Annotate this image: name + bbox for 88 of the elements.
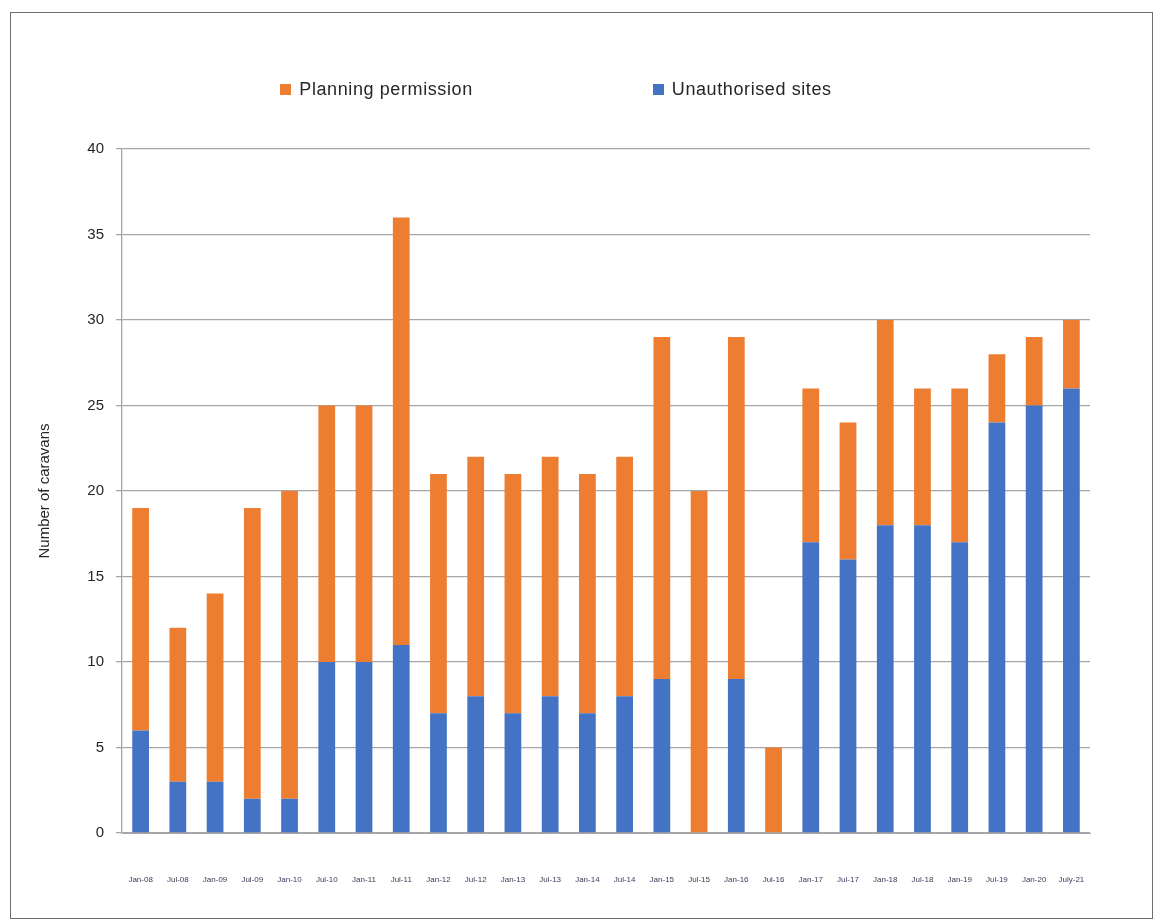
bar [206, 781, 224, 833]
bar [1063, 388, 1080, 833]
bar [318, 405, 336, 662]
bar [392, 644, 410, 833]
bar [281, 491, 298, 799]
bar [876, 320, 894, 526]
x-tick-label: Jan-11 [352, 875, 377, 884]
bar [541, 456, 559, 697]
x-tick-label: Jan-13 [500, 875, 526, 884]
bar [281, 798, 298, 833]
x-tick-label: Jan-14 [575, 875, 601, 884]
y-tick-label: 5 [95, 737, 104, 755]
bar [132, 730, 149, 833]
y-tick-label: 10 [87, 652, 104, 670]
bar [914, 525, 931, 833]
x-tick-label: Jul-10 [315, 875, 339, 884]
bar [1063, 320, 1080, 389]
x-tick-label: Jan-09 [202, 875, 228, 884]
bar [579, 713, 596, 833]
y-tick-label: 25 [87, 395, 104, 413]
bar [690, 491, 708, 833]
y-tick-label: 30 [87, 310, 104, 328]
x-tick-label: Jan-08 [128, 875, 154, 884]
bar [839, 559, 857, 833]
bar [616, 456, 633, 697]
bar [951, 388, 969, 543]
x-tick-label: Jan-16 [724, 875, 750, 884]
bar [392, 217, 410, 645]
x-tick-label: Jul-14 [613, 875, 637, 884]
bar [541, 696, 559, 833]
y-tick-label: 0 [95, 823, 104, 841]
bar [504, 473, 522, 714]
bar [169, 627, 187, 782]
bar [951, 542, 969, 833]
x-tick-label: Jul-13 [539, 875, 562, 884]
x-tick-label: Jul-17 [837, 875, 860, 884]
x-tick-label: Jul-18 [911, 875, 934, 884]
bar [169, 781, 187, 833]
bar [802, 388, 820, 543]
bar [876, 525, 894, 833]
bar [430, 473, 447, 714]
x-tick-label: Jan-17 [798, 875, 824, 884]
legend-label: Unauthorised sites [671, 79, 832, 100]
y-tick-label: 40 [87, 139, 104, 157]
bar [616, 696, 633, 833]
bar [243, 798, 261, 833]
bar [318, 662, 336, 833]
x-tick-label: Jul-19 [986, 875, 1009, 884]
bar [839, 422, 857, 560]
y-tick-label: 35 [87, 224, 104, 242]
bar [430, 713, 447, 833]
y-axis-title: Number of caravans [35, 423, 53, 559]
bar [765, 747, 782, 833]
bar [504, 713, 522, 833]
bar [653, 679, 671, 833]
bar [727, 679, 745, 833]
x-tick-label: Jan-20 [1021, 875, 1047, 884]
y-tick-label: 15 [87, 566, 104, 584]
bar [914, 388, 931, 526]
x-tick-label: Jul-11 [390, 875, 413, 884]
bar [132, 508, 149, 731]
x-tick-label: Jan-12 [426, 875, 452, 884]
bar [1025, 405, 1043, 833]
bar [653, 337, 671, 680]
y-tick-label: 20 [87, 481, 104, 499]
bar [243, 508, 261, 799]
x-tick-label: Jul-15 [688, 875, 711, 884]
bar [355, 662, 373, 833]
x-tick-label: July-21 [1058, 875, 1085, 884]
bar [206, 593, 224, 782]
x-tick-label: Jul-12 [464, 875, 488, 884]
bar [355, 405, 373, 662]
legend-label: Planning permission [299, 79, 473, 100]
bar [727, 337, 745, 680]
x-tick-label: Jan-10 [277, 875, 303, 884]
x-tick-label: Jan-15 [649, 875, 675, 884]
bar [579, 473, 596, 714]
x-tick-label: Jul-08 [166, 875, 190, 884]
bar [988, 354, 1006, 423]
bar [467, 456, 485, 697]
bar [1025, 337, 1043, 406]
x-tick-label: Jul-09 [241, 875, 264, 884]
bar [988, 422, 1006, 833]
bar [802, 542, 820, 833]
x-tick-label: Jul-16 [762, 875, 785, 884]
x-tick-label: Jan-19 [947, 875, 973, 884]
x-tick-label: Jan-18 [873, 875, 899, 884]
bar [467, 696, 485, 833]
